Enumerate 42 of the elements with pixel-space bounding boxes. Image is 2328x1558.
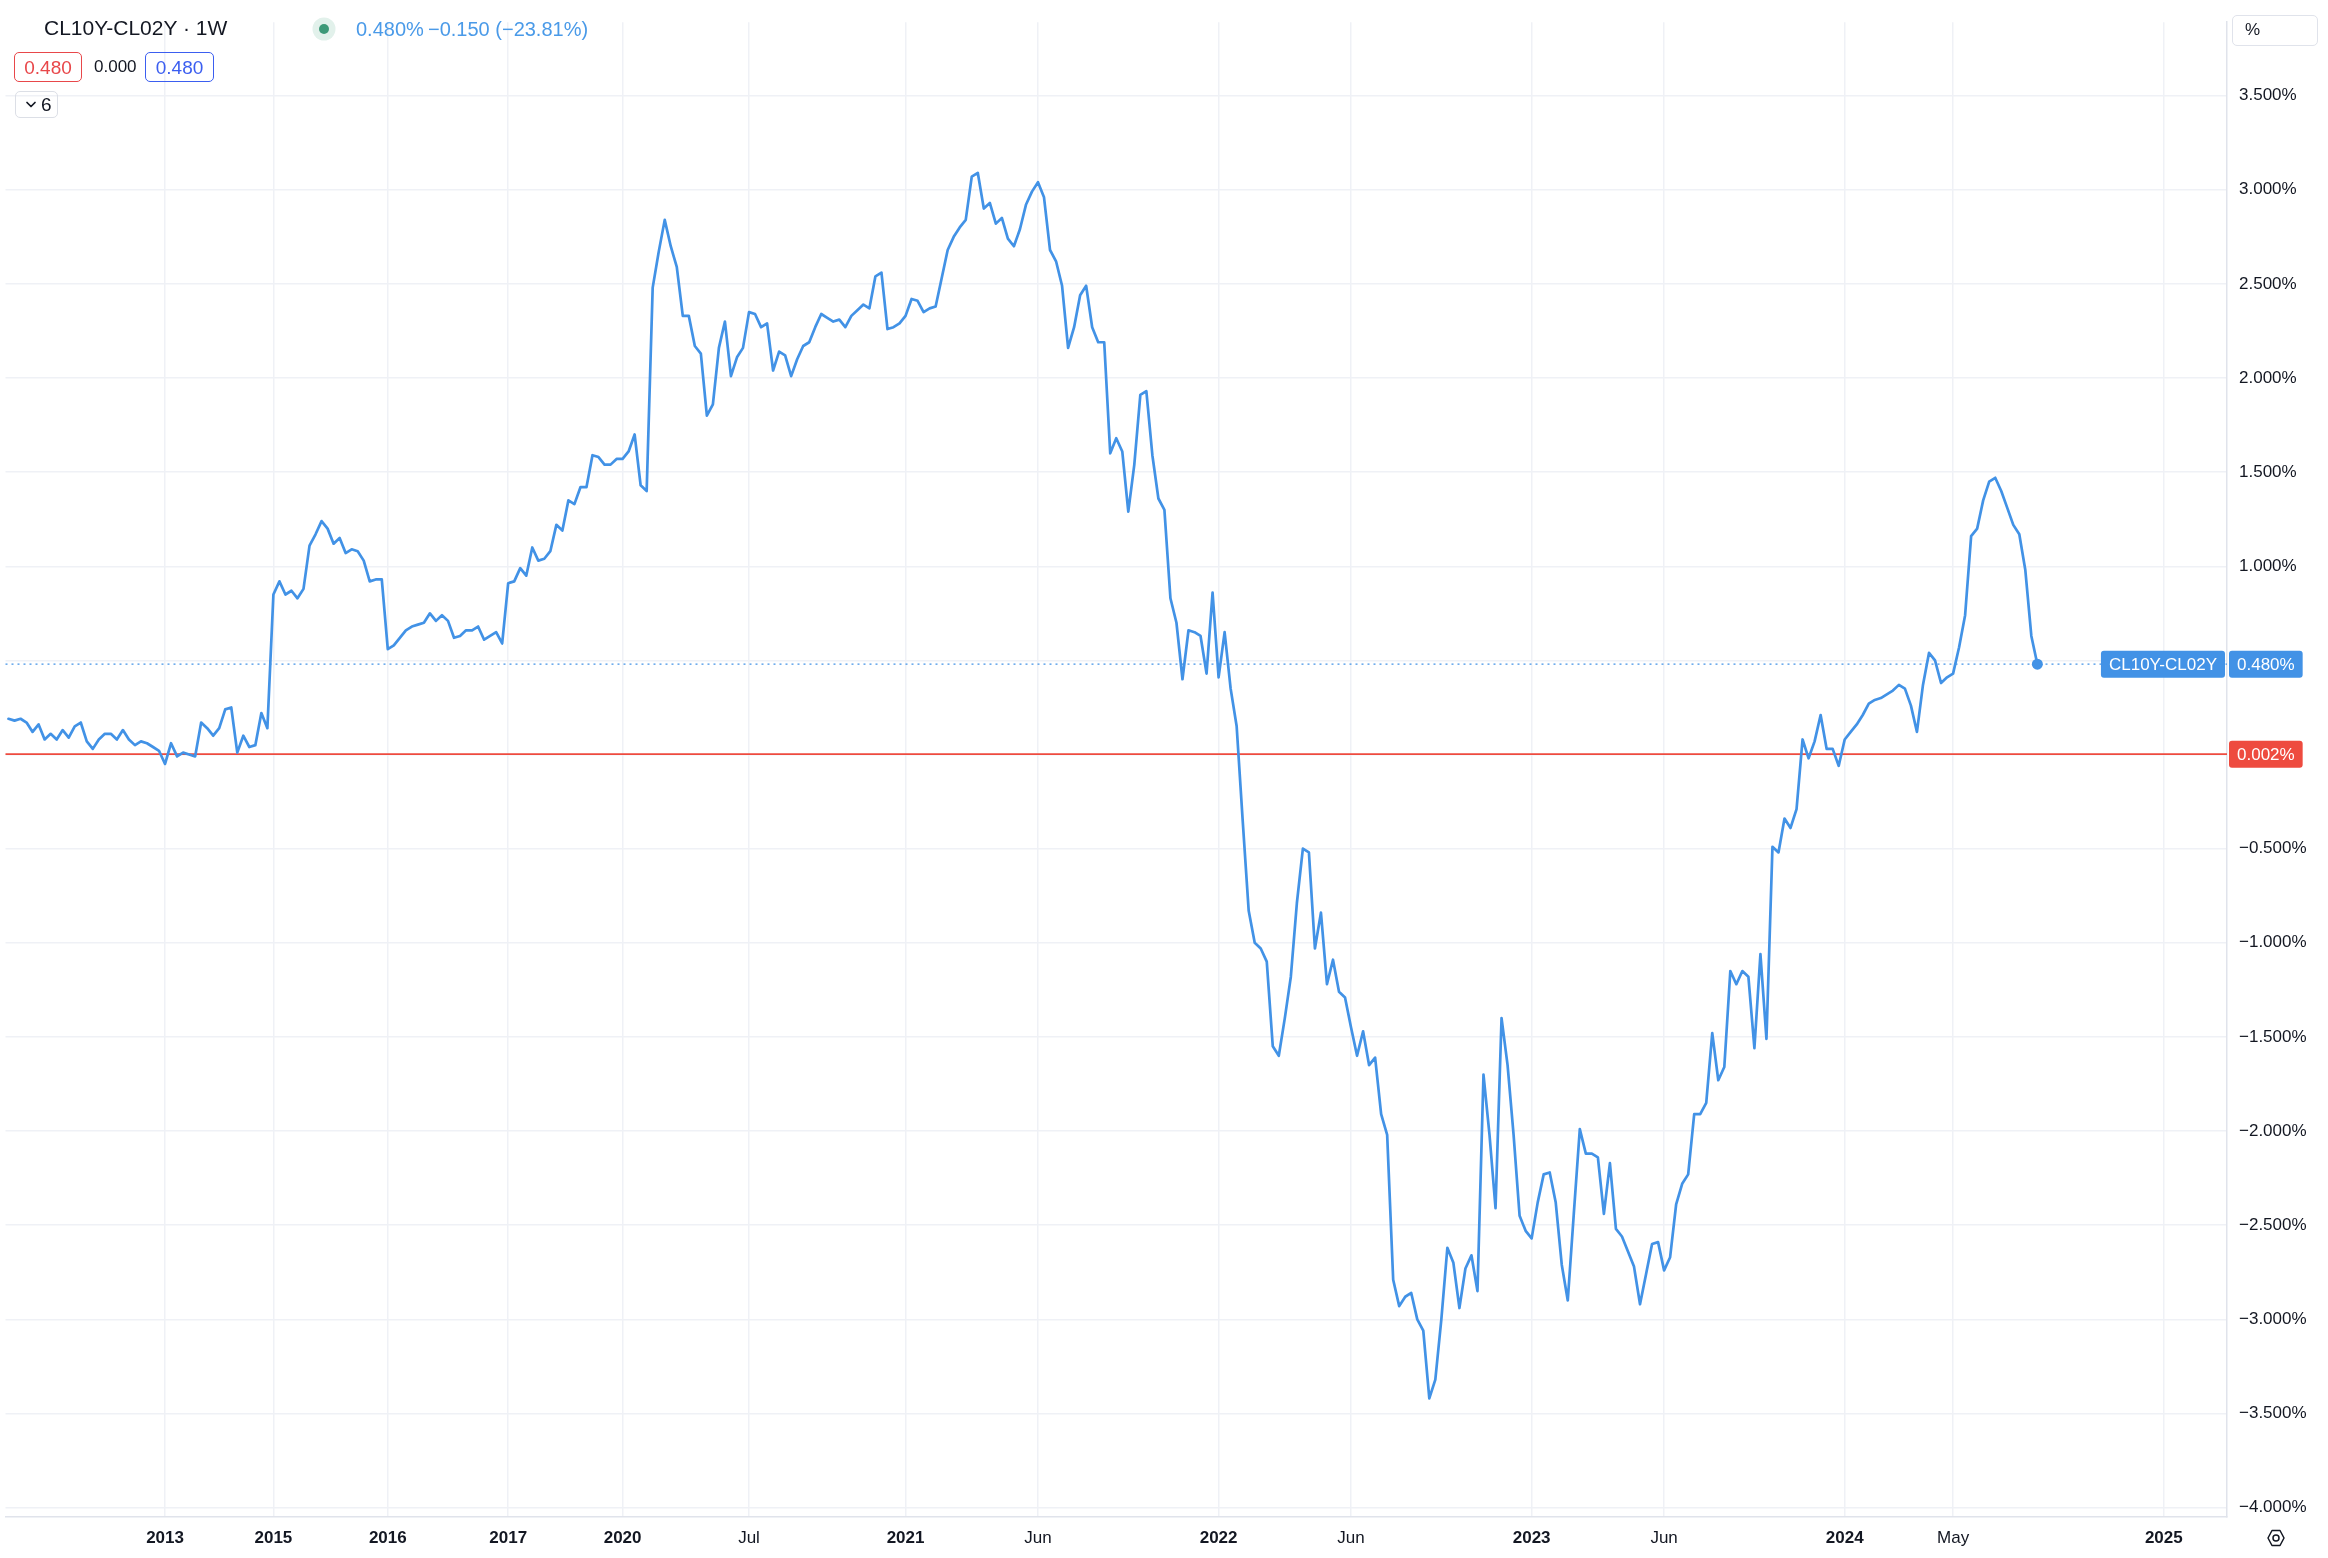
ref-line-label: 0.480% bbox=[2237, 654, 2295, 674]
x-tick-label: 2013 bbox=[146, 1527, 184, 1547]
x-tick-label: 2017 bbox=[489, 1527, 528, 1547]
x-tick-label: 2022 bbox=[1199, 1527, 1238, 1547]
x-tick-label: 2023 bbox=[1512, 1527, 1551, 1547]
x-tick-label: Jun bbox=[1337, 1527, 1365, 1547]
y-tick-label: −2.000% bbox=[2239, 1120, 2307, 1140]
x-tick-label: 2024 bbox=[1825, 1527, 1865, 1547]
x-tick-label: 2025 bbox=[2144, 1527, 2183, 1547]
y-tick-label: −3.000% bbox=[2239, 1309, 2307, 1329]
y-tick-label: −0.500% bbox=[2239, 838, 2307, 858]
y-tick-label: 1.500% bbox=[2239, 461, 2297, 481]
y-tick-label: 3.000% bbox=[2239, 179, 2297, 199]
x-tick-label: Jun bbox=[1650, 1527, 1678, 1547]
annotation: 0.000 bbox=[94, 57, 137, 76]
x-tick-label: 2016 bbox=[368, 1527, 407, 1547]
button: 0.480 bbox=[14, 52, 82, 82]
ref-line-label: 0.002% bbox=[2237, 744, 2295, 764]
y-tick-label: −4.000% bbox=[2239, 1497, 2307, 1517]
y-tick-label: 2.500% bbox=[2239, 273, 2297, 293]
x-tick-label: Jul bbox=[738, 1527, 760, 1547]
annotation: −0.150 (−23.81%) bbox=[428, 18, 589, 40]
x-tick-label: 2021 bbox=[886, 1527, 925, 1547]
annotation: 6 bbox=[41, 94, 52, 115]
button: 0.480 bbox=[145, 52, 214, 82]
annotation: 0.480 bbox=[24, 56, 72, 78]
y-tick-label: 3.500% bbox=[2239, 85, 2297, 105]
text: % bbox=[2245, 20, 2261, 39]
y-tick-label: 2.000% bbox=[2239, 367, 2297, 387]
y-tick-label: −1.000% bbox=[2239, 932, 2307, 952]
x-tick-label: Jun bbox=[1024, 1527, 1052, 1547]
x-tick-label: May bbox=[1937, 1527, 1970, 1547]
annotation: 0.480% bbox=[356, 18, 424, 40]
y-tick-label: −1.500% bbox=[2239, 1026, 2307, 1046]
legend-label: CL10Y-CL02Y bbox=[2108, 654, 2217, 674]
annotation: 0.480 bbox=[155, 56, 204, 78]
x-tick-label: 2020 bbox=[603, 1527, 642, 1547]
chart-title: CL10Y-CL02Y · 1W bbox=[44, 16, 228, 39]
y-tick-label: 1.000% bbox=[2239, 555, 2297, 575]
x-tick-label: 2015 bbox=[254, 1527, 293, 1547]
y-tick-label: −3.500% bbox=[2239, 1403, 2307, 1423]
y-tick-label: −2.500% bbox=[2239, 1214, 2307, 1234]
